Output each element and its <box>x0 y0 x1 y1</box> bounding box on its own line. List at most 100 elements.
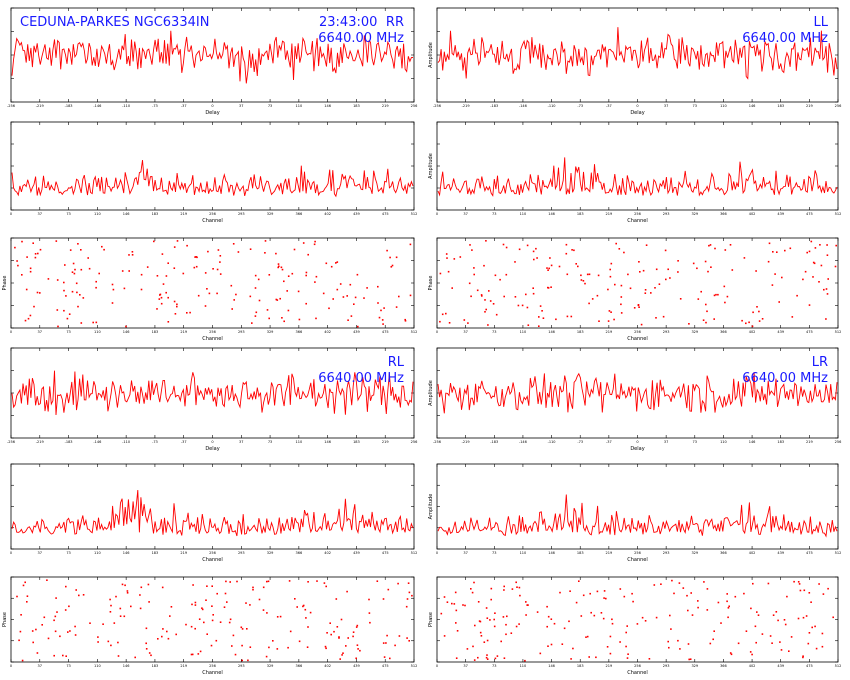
phase-point <box>797 581 800 583</box>
phase-point <box>190 625 193 628</box>
phase-point <box>582 594 585 597</box>
phase-point <box>262 609 265 611</box>
phase-point <box>826 244 828 246</box>
phase-point <box>569 590 571 592</box>
phase-point <box>24 581 26 584</box>
phase-point <box>524 659 526 662</box>
x-tick-label: 256 <box>209 551 216 555</box>
phase-point <box>394 644 396 647</box>
phase-point <box>324 645 327 648</box>
phase-point <box>731 269 734 271</box>
phase-point <box>727 616 729 619</box>
x-tick-label: 110 <box>94 330 101 334</box>
panel-frame <box>10 237 415 329</box>
x-tick-label: 37 <box>38 330 42 334</box>
phase-point <box>195 256 197 258</box>
phase-point <box>538 316 540 318</box>
x-axis-label: Delay <box>205 446 219 452</box>
phase-point <box>47 278 50 280</box>
x-axis-label: Channel <box>202 557 223 563</box>
phase-point <box>453 258 456 260</box>
phase-point <box>65 655 67 657</box>
phase-point <box>241 659 243 662</box>
x-tick-label: 402 <box>324 664 331 668</box>
x-tick-label: 256 <box>411 440 418 444</box>
phase-point <box>548 267 550 270</box>
phase-point <box>755 641 757 644</box>
x-tick-label: -110 <box>548 440 556 444</box>
phase-point <box>527 604 529 606</box>
phase-point <box>743 257 746 259</box>
phase-point <box>228 621 231 624</box>
phase-point <box>752 582 754 585</box>
phase-point <box>665 278 667 281</box>
phase-point <box>697 298 700 300</box>
phase-point <box>667 268 669 271</box>
phase-point <box>808 592 811 594</box>
phase-point <box>17 264 19 267</box>
phase-point <box>480 294 483 296</box>
phase-point <box>279 297 281 300</box>
phase-point <box>366 287 368 289</box>
phase-point <box>445 312 447 315</box>
phase-point <box>341 654 343 656</box>
x-tick-label: 73 <box>492 212 496 216</box>
phase-point <box>158 298 161 300</box>
phase-point <box>687 643 690 645</box>
phase-point <box>323 582 326 584</box>
x-tick-label: -110 <box>548 104 556 108</box>
phase-point <box>176 303 178 306</box>
phase-point <box>189 311 191 314</box>
phase-point <box>32 242 34 244</box>
phase-point <box>455 657 458 659</box>
phase-point <box>825 288 828 290</box>
phase-point <box>673 592 675 595</box>
phase-point <box>618 248 621 250</box>
phase-point <box>613 318 615 321</box>
phase-point <box>236 580 238 583</box>
phase-point <box>758 310 760 313</box>
phase-point <box>349 283 352 286</box>
phase-point <box>36 291 39 294</box>
phase-point <box>633 307 636 309</box>
phase-point <box>217 249 220 251</box>
phase-point <box>73 272 76 275</box>
x-tick-label: 293 <box>663 551 670 555</box>
phase-point <box>820 264 823 267</box>
phase-point <box>772 614 775 616</box>
phase-point <box>717 601 720 604</box>
phase-point <box>439 272 442 275</box>
x-tick-label: -219 <box>36 440 44 444</box>
phase-point <box>95 280 97 283</box>
x-tick-label: 73 <box>66 212 70 216</box>
phase-point <box>553 622 556 625</box>
phase-point <box>783 619 786 621</box>
phase-point <box>761 633 764 635</box>
phase-point <box>346 295 348 297</box>
phase-point <box>43 616 46 619</box>
phase-point <box>186 244 188 247</box>
x-tick-label: 219 <box>806 104 813 108</box>
phase-point <box>167 262 169 264</box>
phase-point <box>750 607 752 610</box>
phase-point <box>406 637 408 639</box>
phase-point <box>92 321 94 324</box>
phase-point <box>692 262 695 265</box>
phase-point <box>462 604 464 606</box>
phase-point <box>505 273 508 276</box>
x-tick-label: 0 <box>10 330 12 334</box>
phase-point <box>481 295 483 297</box>
phase-point <box>605 597 607 600</box>
phase-point <box>266 309 269 311</box>
phase-point <box>389 256 391 259</box>
phase-point <box>186 312 188 314</box>
phase-point <box>229 618 232 621</box>
phase-point <box>162 283 165 285</box>
phase-point <box>813 262 816 265</box>
phase-point <box>677 271 679 273</box>
phase-point <box>623 251 625 254</box>
x-tick-label: -146 <box>519 104 527 108</box>
x-tick-label: 73 <box>492 551 496 555</box>
phase-point <box>336 261 339 263</box>
phase-point <box>289 630 292 633</box>
